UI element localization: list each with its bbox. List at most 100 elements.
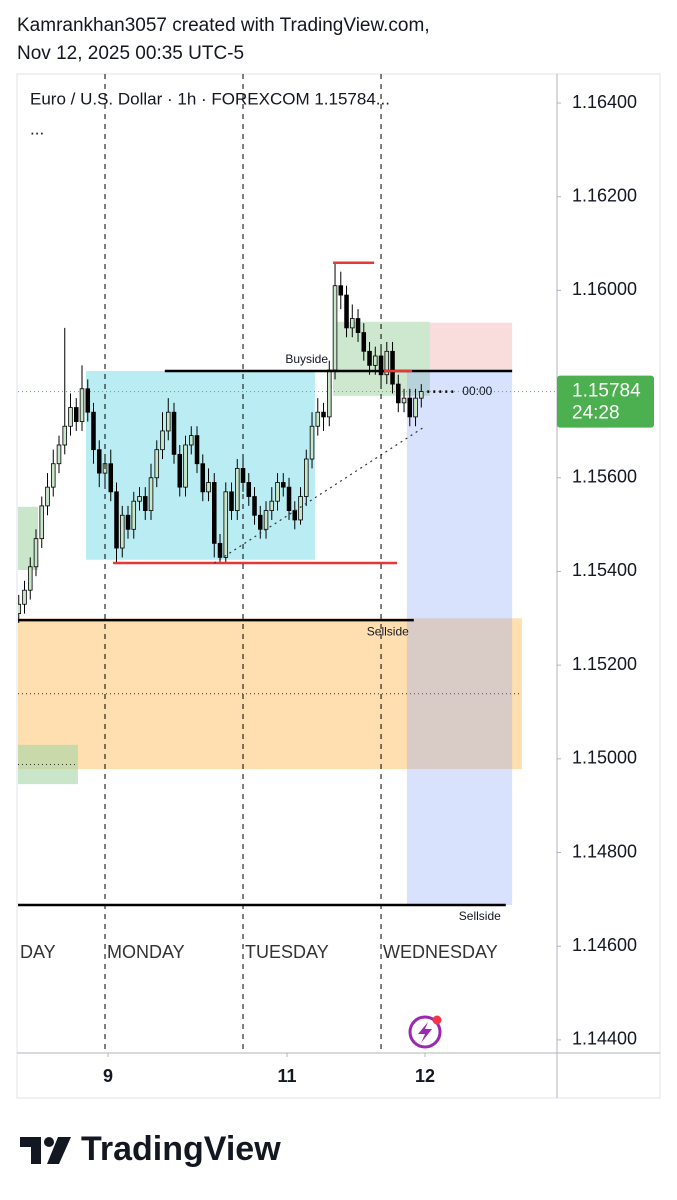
candle-body — [223, 491, 229, 558]
alert-icon[interactable] — [408, 1015, 442, 1049]
level-label: Buyside — [285, 352, 328, 366]
candle-body — [188, 435, 194, 446]
candle-body — [119, 514, 125, 549]
candle-body — [206, 482, 211, 493]
y-tick-label: 1.15200 — [572, 654, 637, 674]
y-tick-label: 1.15400 — [572, 560, 637, 580]
candle-body — [355, 318, 361, 333]
candle-body — [148, 477, 154, 511]
candle-body — [50, 463, 56, 488]
candle-body — [39, 505, 45, 540]
day-label: TUESDAY — [245, 942, 329, 962]
day-label: DAY — [20, 942, 56, 962]
price-badge-value: 1.15784 — [572, 381, 641, 402]
x-tick-label: 9 — [103, 1066, 113, 1086]
candle-body — [401, 397, 407, 404]
candle-body — [407, 397, 413, 418]
candle-body — [390, 350, 395, 385]
candle-body — [177, 453, 183, 488]
y-tick-label: 1.16000 — [572, 279, 637, 299]
candle-body — [373, 355, 378, 366]
candle-body — [419, 391, 424, 399]
level-label: Sellside — [367, 624, 409, 638]
zone — [18, 744, 78, 785]
candle-body — [258, 514, 263, 530]
candle-body — [315, 411, 321, 427]
level-label: Sellside — [459, 909, 501, 923]
candle-body — [18, 603, 22, 615]
candle-body — [194, 435, 200, 465]
candle-body — [350, 318, 355, 329]
candle-body — [321, 411, 326, 418]
zone — [429, 322, 513, 371]
candle-body — [114, 491, 119, 549]
candle-body — [309, 425, 315, 460]
zone — [18, 506, 39, 571]
candle-body — [73, 407, 79, 422]
candle-body — [304, 458, 309, 497]
candle-body — [165, 411, 171, 432]
candle-body — [131, 500, 137, 530]
candle-body — [263, 510, 269, 530]
candle-body — [396, 383, 401, 404]
candle-body — [154, 449, 160, 479]
candle-body — [229, 491, 234, 511]
candle-body — [344, 294, 349, 329]
candle-body — [68, 407, 73, 427]
x-tick-label: 12 — [415, 1066, 435, 1086]
candle-body — [298, 496, 303, 521]
candle-body — [361, 332, 367, 352]
candle-body — [33, 538, 39, 568]
candle-body — [327, 369, 332, 418]
candle-body — [211, 482, 217, 544]
candle-body — [292, 510, 298, 521]
candle-body — [56, 444, 62, 465]
brand-name: TradingView — [81, 1130, 281, 1168]
candle-body — [234, 468, 240, 511]
candle-body — [413, 397, 418, 418]
legend-more[interactable]: ... — [30, 119, 44, 138]
candle-body — [142, 496, 148, 511]
candle-body — [367, 350, 372, 366]
candle-body — [171, 411, 177, 455]
y-tick-label: 1.14800 — [572, 841, 637, 861]
candle-body — [275, 482, 280, 502]
header-line: Nov 12, 2025 00:35 UTC-5 — [17, 43, 244, 64]
candle-body — [45, 486, 50, 507]
candle-body — [246, 482, 252, 497]
candle-body — [96, 449, 102, 474]
candle-body — [200, 463, 206, 493]
candle-body — [183, 444, 188, 488]
y-tick-label: 1.14600 — [572, 935, 637, 955]
candle-body — [137, 496, 142, 502]
y-tick-label: 1.15600 — [572, 467, 637, 487]
candle-body — [27, 566, 33, 591]
zone — [406, 370, 513, 905]
candle-body — [217, 542, 223, 558]
day-label: MONDAY — [107, 942, 185, 962]
candle-body — [286, 486, 292, 511]
y-tick-label: 1.16200 — [572, 185, 637, 205]
candle-body — [62, 425, 68, 446]
brand-logo — [20, 1137, 71, 1164]
symbol-legend: Euro / U.S. Dollar · 1h · FOREXCOM 1.157… — [30, 89, 390, 108]
x-tick-label: 11 — [277, 1066, 296, 1086]
candle-body — [160, 430, 165, 451]
y-tick-label: 1.14400 — [572, 1029, 637, 1049]
candle-body — [108, 463, 114, 493]
candle-body — [125, 514, 131, 530]
day-label: WEDNESDAY — [383, 942, 498, 962]
candle-body — [252, 496, 257, 516]
plot-area: Buyside Sellside Sellside 00:00 — [18, 261, 557, 923]
candle-body — [281, 482, 286, 488]
header-line: Kamrankhan3057 created with TradingView.… — [17, 15, 430, 36]
y-tick-label: 1.15000 — [572, 748, 637, 768]
candle-body — [384, 350, 390, 376]
candle-body — [332, 285, 338, 371]
zone — [18, 618, 522, 770]
price-badge — [557, 375, 654, 428]
candle-body — [22, 589, 27, 605]
y-tick-label: 1.16400 — [572, 92, 637, 112]
